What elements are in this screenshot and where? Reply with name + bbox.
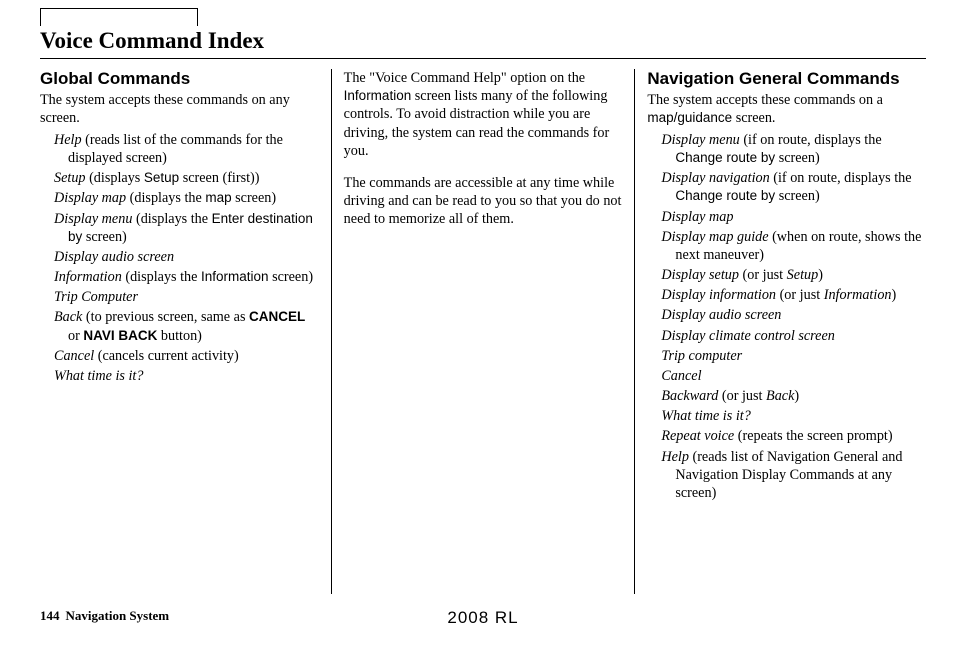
ui-text: Information bbox=[201, 269, 269, 284]
page-footer: 144 Navigation System 2008 RL bbox=[40, 608, 926, 624]
global-commands-heading: Global Commands bbox=[40, 69, 319, 89]
command-text: Cancel bbox=[54, 348, 94, 364]
text: The "Voice Command Help" option on the bbox=[344, 70, 585, 86]
column-2: The "Voice Command Help" option on the I… bbox=[331, 69, 635, 594]
ui-bold-text: NAVI BACK bbox=[83, 328, 157, 343]
nav-general-heading: Navigation General Commands bbox=[647, 69, 926, 89]
ui-text: map/guidance bbox=[647, 110, 732, 125]
command-text: Display climate control screen bbox=[661, 328, 835, 344]
command-text: Setup bbox=[54, 170, 86, 186]
content-columns: Global Commands The system accepts these… bbox=[40, 69, 926, 594]
command-text: Back bbox=[766, 388, 794, 404]
list-item: Back (to previous screen, same as CANCEL… bbox=[54, 308, 319, 344]
command-text: What time is it? bbox=[54, 368, 143, 384]
list-item: What time is it? bbox=[54, 367, 319, 385]
list-item: Cancel bbox=[661, 367, 926, 385]
ui-text: Change route by bbox=[675, 188, 775, 203]
command-text: Information bbox=[54, 269, 122, 285]
list-item: Repeat voice (repeats the screen prompt) bbox=[661, 427, 926, 445]
command-text: Setup bbox=[787, 267, 819, 283]
command-text: Back bbox=[54, 309, 82, 325]
nav-general-intro: The system accepts these commands on a m… bbox=[647, 91, 926, 127]
nav-general-list: Display menu (if on route, displays the … bbox=[647, 131, 926, 502]
help-description-p2: The commands are accessible at any time … bbox=[344, 174, 623, 229]
list-item: Display information (or just Information… bbox=[661, 286, 926, 304]
command-text: What time is it? bbox=[661, 408, 750, 424]
command-text: Cancel bbox=[661, 368, 701, 384]
list-item: Trip computer bbox=[661, 347, 926, 365]
command-text: Display menu bbox=[54, 211, 132, 227]
global-commands-intro: The system accepts these commands on any… bbox=[40, 91, 319, 127]
list-item: Cancel (cancels current activity) bbox=[54, 347, 319, 365]
command-text: Help bbox=[54, 132, 82, 148]
header-tab bbox=[40, 8, 198, 26]
command-text: Information bbox=[824, 287, 892, 303]
list-item: Trip Computer bbox=[54, 288, 319, 306]
command-text: Display map guide bbox=[661, 229, 768, 245]
list-item: Display audio screen bbox=[661, 306, 926, 324]
column-3: Navigation General Commands The system a… bbox=[634, 69, 926, 594]
ui-text: Information bbox=[344, 88, 412, 103]
text: screen. bbox=[732, 110, 775, 126]
command-text: Trip computer bbox=[661, 348, 742, 364]
command-text: Backward bbox=[661, 388, 718, 404]
column-1: Global Commands The system accepts these… bbox=[40, 69, 331, 594]
list-item: Display setup (or just Setup) bbox=[661, 266, 926, 284]
list-item: Setup (displays Setup screen (first)) bbox=[54, 169, 319, 187]
command-text: Display map bbox=[54, 190, 126, 206]
command-text: Display setup bbox=[661, 267, 739, 283]
ui-bold-text: CANCEL bbox=[249, 309, 305, 324]
list-item: Display map bbox=[661, 208, 926, 226]
ui-text: Change route by bbox=[675, 150, 775, 165]
footer-model: 2008 RL bbox=[40, 608, 926, 628]
command-text: Display information bbox=[661, 287, 776, 303]
command-text: Display audio screen bbox=[661, 307, 781, 323]
list-item: Display menu (if on route, displays the … bbox=[661, 131, 926, 167]
list-item: Help (reads list of the commands for the… bbox=[54, 131, 319, 167]
ui-text: Setup bbox=[144, 170, 179, 185]
list-item: Display menu (displays the Enter destina… bbox=[54, 210, 319, 246]
list-item: Display audio screen bbox=[54, 248, 319, 266]
list-item: Display map (displays the map screen) bbox=[54, 189, 319, 207]
list-item: Backward (or just Back) bbox=[661, 387, 926, 405]
command-text: Trip Computer bbox=[54, 289, 138, 305]
list-item: Display navigation (if on route, display… bbox=[661, 169, 926, 205]
command-text: Repeat voice bbox=[661, 428, 734, 444]
help-description-p1: The "Voice Command Help" option on the I… bbox=[344, 69, 623, 160]
list-item: Help (reads list of Navigation General a… bbox=[661, 448, 926, 503]
command-text: Display navigation bbox=[661, 170, 769, 186]
list-item: Display map guide (when on route, shows … bbox=[661, 228, 926, 264]
list-item: What time is it? bbox=[661, 407, 926, 425]
text: The system accepts these commands on a bbox=[647, 92, 883, 108]
list-item: Display climate control screen bbox=[661, 327, 926, 345]
ui-text: map bbox=[205, 190, 231, 205]
command-text: Help bbox=[661, 449, 689, 465]
list-item: Information (displays the Information sc… bbox=[54, 268, 319, 286]
command-text: Display menu bbox=[661, 132, 739, 148]
command-text: Display audio screen bbox=[54, 249, 174, 265]
global-commands-list: Help (reads list of the commands for the… bbox=[40, 131, 319, 385]
command-text: Display map bbox=[661, 209, 733, 225]
